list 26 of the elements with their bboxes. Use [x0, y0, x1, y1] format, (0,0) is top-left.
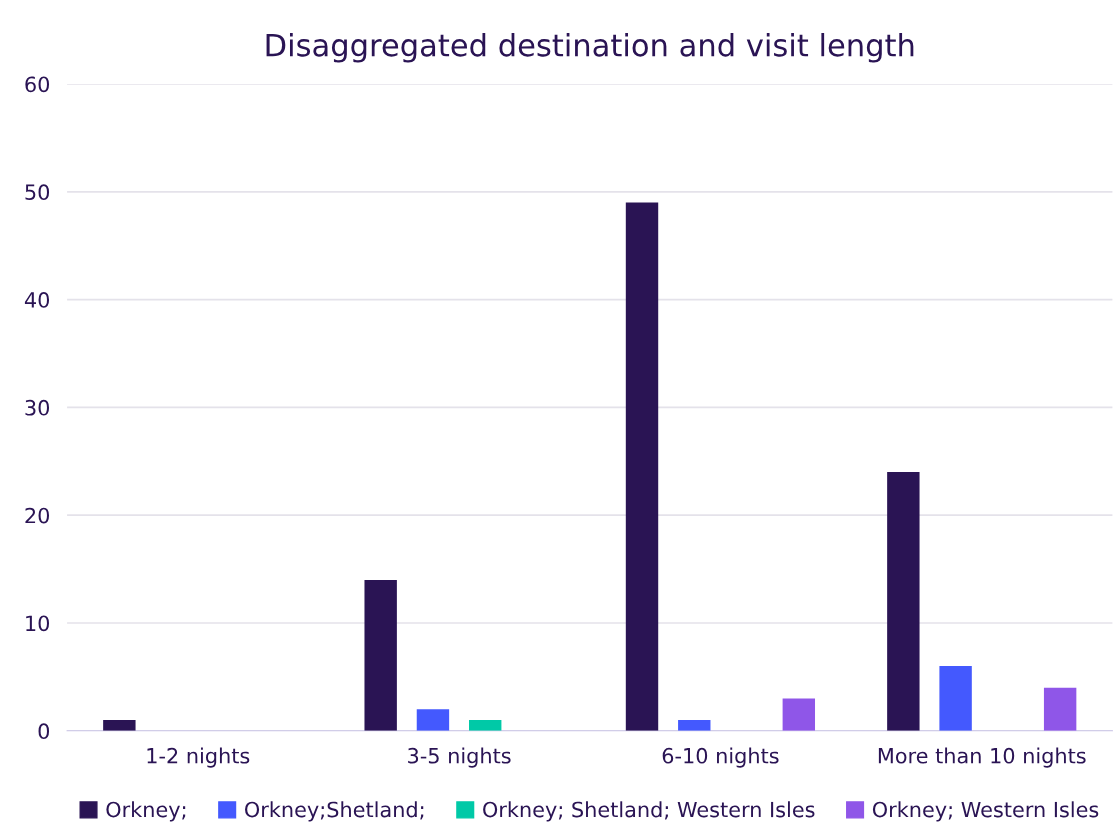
y-tick-label: 0	[38, 723, 50, 740]
y-tick-label: 60	[25, 76, 50, 93]
legend-label: Orkney;	[106, 801, 186, 822]
bar	[364, 579, 397, 731]
x-tick-label: 6-10 nights	[662, 747, 779, 768]
x-tick-label: More than 10 nights	[878, 747, 1086, 768]
legend-label: Orkney; Shetland; Western Isles	[483, 801, 815, 822]
bar	[887, 472, 920, 731]
bar	[1043, 687, 1077, 731]
bar	[416, 709, 450, 731]
x-tick-label: 1-2 nights	[147, 747, 250, 768]
y-tick-label: 40	[24, 292, 50, 308]
bar	[625, 202, 659, 731]
bar	[678, 720, 711, 731]
chart-title: Disaggregated destination and visit length	[266, 33, 914, 63]
bar	[103, 720, 136, 731]
legend-label: Orkney;Shetland;	[245, 801, 424, 822]
legend-label: Orkney; Western Isles	[872, 801, 1099, 822]
y-tick-label: 50	[25, 184, 50, 201]
y-tick-label: 30	[25, 399, 50, 416]
bar	[782, 698, 816, 731]
bar	[469, 720, 502, 731]
x-tick-label: 3-5 nights	[408, 747, 511, 768]
y-tick-label: 20	[25, 507, 50, 524]
y-tick-label: 10	[26, 615, 50, 632]
bar	[939, 666, 972, 731]
